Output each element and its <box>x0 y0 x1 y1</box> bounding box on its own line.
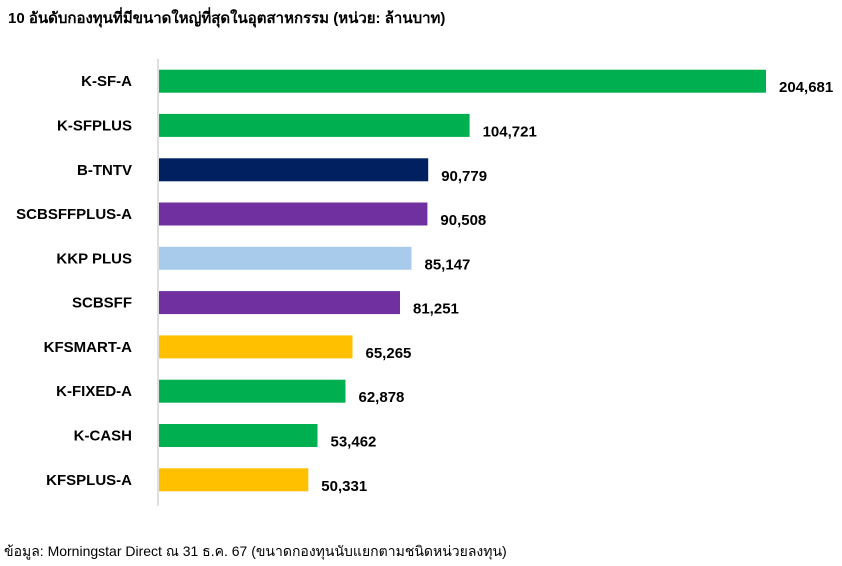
bars-group <box>159 69 766 492</box>
chart-title: 10 อันดับกองทุนที่มีขนาดใหญ่ที่สุดในอุตส… <box>8 10 446 27</box>
category-label: KKP PLUS <box>56 250 132 267</box>
value-label: 53,462 <box>331 434 377 451</box>
category-label: KFSPLUS-A <box>46 472 132 489</box>
bar-k-fixed-a <box>159 379 346 403</box>
bar-kfsmart-a <box>159 335 353 359</box>
bar-k-sf-a <box>159 69 766 93</box>
bar-b-tntv <box>159 158 429 182</box>
value-labels-group: 204,681 104,721 90,779 90,508 85,147 81,251 65… <box>321 79 833 495</box>
bar-kfsplus-a <box>159 468 309 492</box>
value-label: 81,251 <box>413 301 459 318</box>
value-label: 204,681 <box>779 79 833 96</box>
source-note: ข้อมูล: Morningstar Direct ณ 31 ธ.ค. 67 … <box>4 543 507 559</box>
bar-kkp-plus <box>159 246 412 270</box>
value-label: 50,331 <box>321 478 367 495</box>
value-label: 65,265 <box>366 345 412 362</box>
category-label: K-CASH <box>74 428 132 445</box>
category-label: KFSMART-A <box>44 339 132 356</box>
value-label: 104,721 <box>483 123 537 140</box>
category-label: SCBSFF <box>72 295 132 312</box>
category-label: K-FIXED-A <box>56 383 132 400</box>
category-labels-group: K-SF-A K-SFPLUS B-TNTV SCBSFFPLUS-A KKP PLUS… <box>16 73 132 489</box>
bar-k-sfplus <box>159 113 470 137</box>
bar-scbsffplus-a <box>159 202 428 226</box>
value-label: 90,508 <box>440 212 486 229</box>
bar-scbsff <box>159 291 400 315</box>
value-label: 90,779 <box>441 168 487 185</box>
category-label: SCBSFFPLUS-A <box>16 206 132 223</box>
value-label: 62,878 <box>359 389 405 406</box>
category-label: K-SFPLUS <box>57 117 132 134</box>
category-label: K-SF-A <box>81 73 132 90</box>
value-label: 85,147 <box>425 256 471 273</box>
bar-k-cash <box>159 424 318 447</box>
category-label: B-TNTV <box>77 162 132 179</box>
